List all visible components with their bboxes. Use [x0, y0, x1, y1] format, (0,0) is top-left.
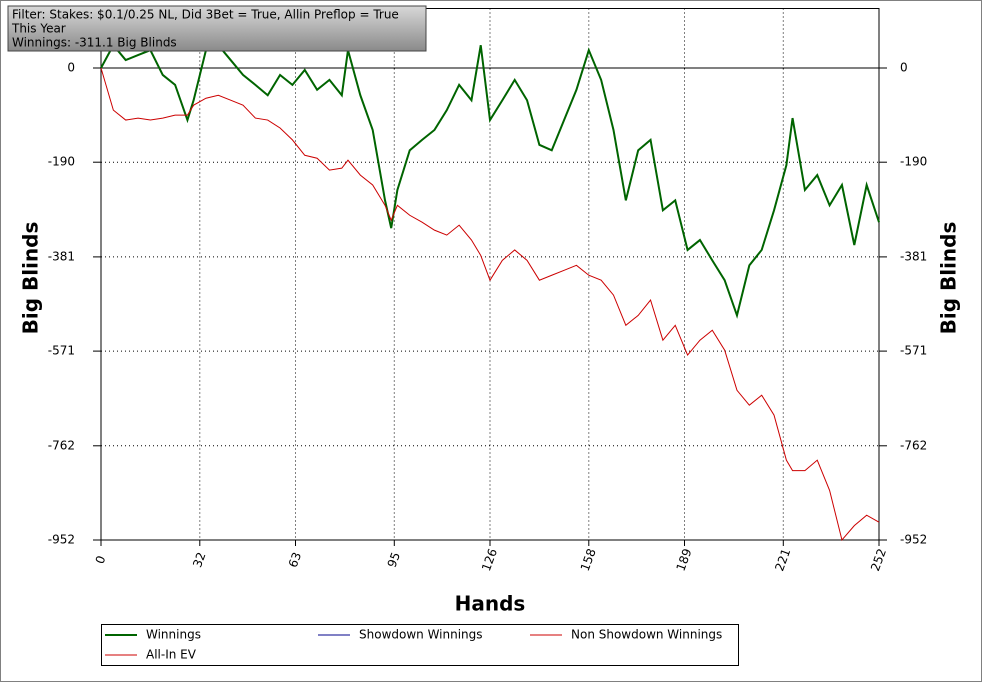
annotation: This Year [11, 22, 66, 36]
series-line [100, 67, 880, 542]
y-tick-label: -952 [48, 533, 75, 547]
x-tick-label: 63 [286, 550, 304, 569]
x-tick-label: 0 [93, 554, 109, 566]
series-line [100, 43, 880, 319]
x-tick-label: 95 [385, 550, 403, 569]
y2-tick-label: -381 [900, 249, 927, 263]
y-tick-label: -762 [48, 438, 75, 452]
y-tick-label: -381 [48, 249, 75, 263]
y2-tick-label: -762 [900, 438, 927, 452]
y-tick-label: -190 [48, 155, 75, 169]
y-axis-label: Big Blinds [19, 222, 43, 335]
legend-label: Winnings [146, 628, 201, 642]
legend-label: Non Showdown Winnings [571, 628, 722, 642]
legend [101, 624, 739, 666]
y2-tick-label: -571 [900, 344, 927, 358]
x-axis-label: Hands [455, 592, 526, 616]
y-tick-label: -571 [48, 344, 75, 358]
y2-tick-label: -952 [900, 533, 927, 547]
y2-axis-label: Big Blinds [937, 222, 961, 335]
y2-tick-label: 0 [900, 60, 908, 74]
annotation: Filter: Stakes: $0.1/0.25 NL, Did 3Bet =… [12, 8, 399, 22]
y2-tick-label: -190 [900, 155, 927, 169]
x-tick-label: 32 [190, 550, 208, 569]
y-tick-label: 0 [67, 60, 75, 74]
legend-label: Showdown Winnings [359, 628, 483, 642]
filter-box [7, 5, 427, 52]
legend-label: All-In EV [146, 648, 197, 662]
annotation: Winnings: -311.1 Big Blinds [12, 36, 177, 50]
